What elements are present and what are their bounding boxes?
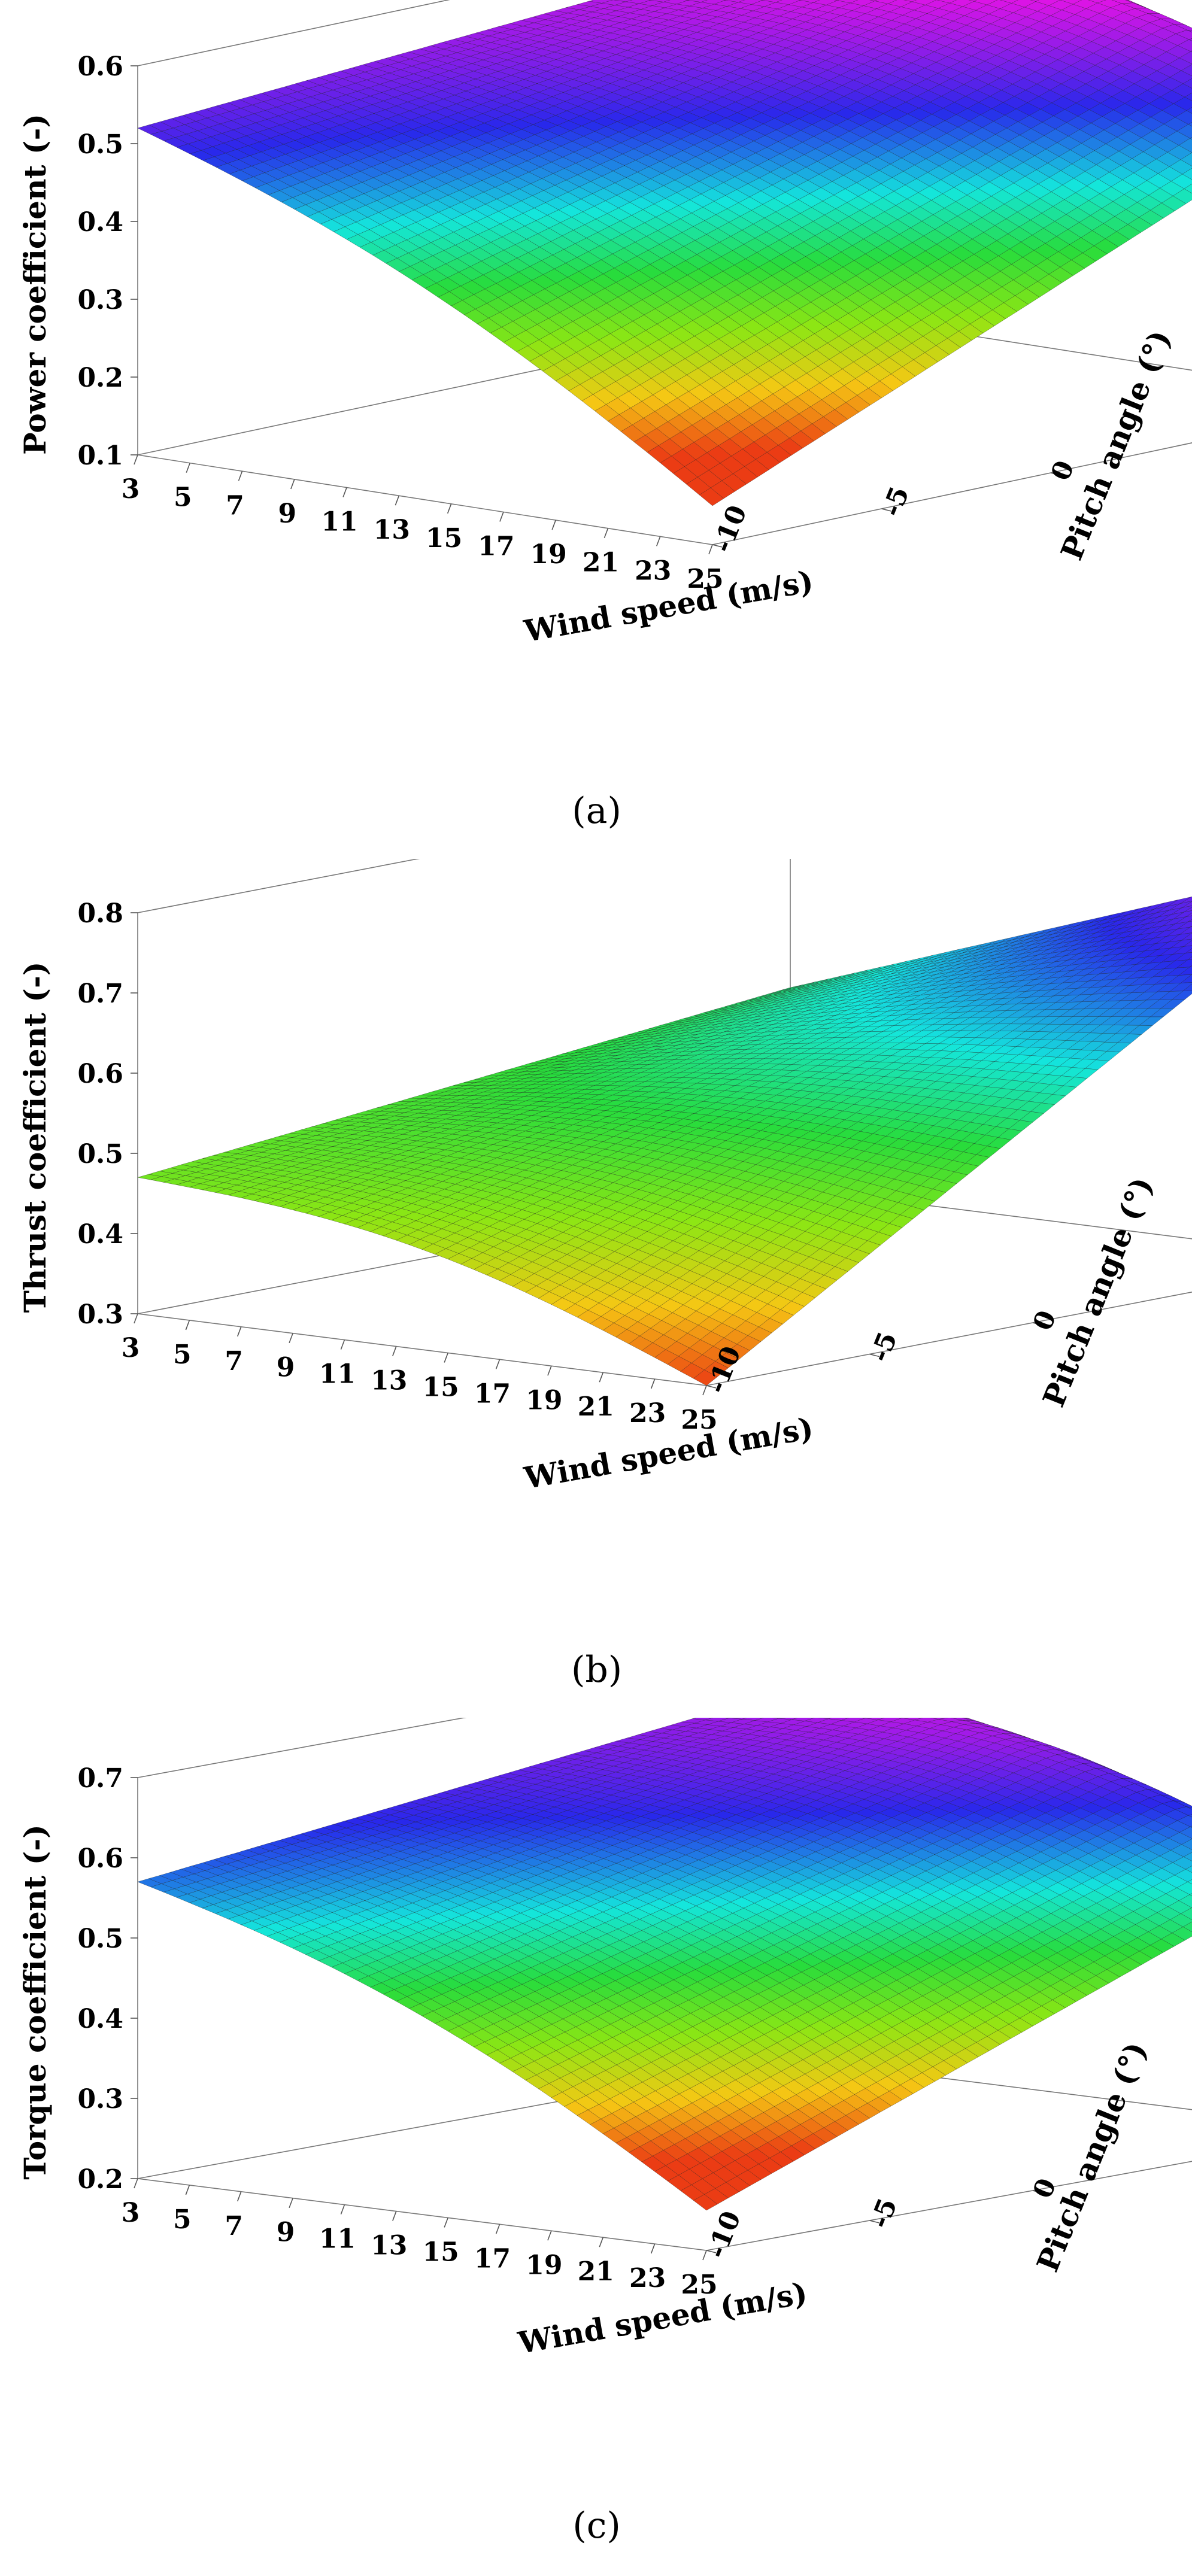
z-axis-ticks: 0.1 0.2 0.3 0.4 0.5 0.6 — [77, 51, 138, 471]
x-tick-label: 17 — [478, 531, 514, 561]
box-edge — [137, 0, 450, 66]
x-tick-mark — [342, 487, 347, 497]
surface-cell — [1190, 50, 1192, 53]
x-tick-label: 11 — [321, 507, 357, 537]
x-tick-label: 9 — [278, 499, 297, 529]
surface-cell — [1183, 940, 1192, 947]
z-tick-label: 0.6 — [77, 51, 123, 82]
x-tick-mark — [603, 528, 609, 539]
z-tick-label: 0.1 — [77, 441, 123, 471]
x-tick-label: 7 — [226, 490, 244, 521]
y-tick-mark — [712, 544, 723, 548]
x-tick-label: 13 — [374, 515, 410, 545]
surface-chart-thrust: 0.30.40.50.60.70.83 5 7 9 11 13 15 17 19 21 23 25-1… — [17, 859, 1192, 1691]
box-edge — [137, 454, 713, 545]
surface-cell — [1186, 107, 1192, 114]
x-tick-mark — [551, 520, 556, 530]
x-tick-label: 5 — [174, 482, 192, 513]
y-tick-label: 0 — [1045, 457, 1081, 485]
surface-cell — [1188, 919, 1192, 922]
y-axis-ticks: -10-50510 — [707, 457, 1081, 557]
surface-cell — [1185, 948, 1192, 953]
surface-cell — [1184, 92, 1192, 101]
chart-panel-b: 0.3 0.4 0.5 0.6 0.7 0.8 3 5 7 9 11 13 15 17 19 21 23 25 -1… — [0, 859, 1192, 1718]
x-tick-label: 21 — [583, 548, 619, 578]
surface-cell — [1186, 913, 1192, 917]
surface-cell — [699, 487, 724, 506]
x-tick-mark — [708, 544, 713, 555]
x-tick-label: 25 — [687, 564, 723, 594]
y-tick-mark — [881, 508, 891, 512]
x-axis-ticks: 3 5 7 9 11 13 15 17 19 21 23 25 — [122, 454, 724, 594]
x-tick-label: 3 — [122, 474, 140, 505]
y-tick-mark — [1050, 472, 1061, 476]
z-tick-label: 0.4 — [77, 207, 123, 238]
panel-caption: (a) — [572, 790, 621, 832]
x-tick-mark — [238, 470, 243, 481]
surface-cell — [1184, 907, 1192, 913]
x-tick-mark — [656, 536, 661, 546]
x-tick-label: 19 — [530, 539, 567, 570]
z-tick-label: 0.2 — [77, 363, 123, 393]
z-axis-label: Power coefficient (-) — [17, 114, 53, 455]
y-axis-label: Pitch angle (°) — [1054, 325, 1178, 565]
x-tick-mark — [134, 454, 138, 465]
surface-chart-power: 0.1 0.2 0.3 0.4 0.5 0.6 3 5 7 9 11 13 15 17 19 21 23 25 -1… — [17, 0, 1192, 832]
x-tick-mark — [186, 463, 191, 473]
surface-mesh — [137, 0, 1192, 506]
box-edge — [137, 859, 420, 913]
x-tick-mark — [447, 503, 452, 514]
chart-panel-a: 0.1 0.2 0.3 0.4 0.5 0.6 3 5 7 9 11 13 15 17 19 21 23 25 -1… — [0, 0, 1192, 859]
surface-cell — [1187, 956, 1192, 961]
surface-cell — [1188, 38, 1192, 41]
y-tick-label: -5 — [876, 482, 915, 521]
surface-cell — [1188, 121, 1192, 127]
surface-mesh — [137, 896, 1192, 1386]
z-tick-label: 0.5 — [77, 129, 123, 160]
x-tick-label: 23 — [635, 555, 671, 586]
y-tick-label: -10 — [707, 501, 753, 557]
box-edge — [137, 1313, 707, 1386]
surface-cell — [1190, 136, 1192, 140]
z-tick-label: 0.3 — [77, 285, 123, 315]
surface-cell — [1189, 965, 1192, 968]
x-tick-mark — [395, 495, 400, 506]
x-tick-label: 15 — [426, 523, 462, 554]
x-tick-mark — [499, 512, 504, 522]
x-tick-mark — [290, 479, 295, 490]
